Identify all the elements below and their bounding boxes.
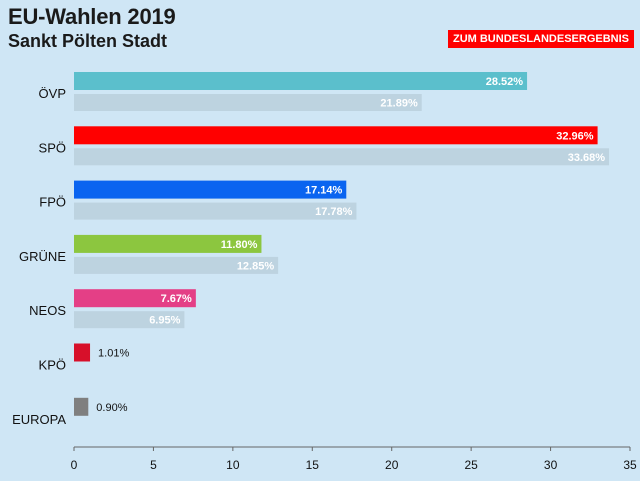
category-label: FPÖ <box>39 195 66 210</box>
bar-previous-label: 17.78% <box>315 206 353 218</box>
chart-title: EU-Wahlen 2019 <box>8 4 176 29</box>
bar-previous-label: 12.85% <box>237 260 275 272</box>
bar-current <box>74 180 347 199</box>
category-label: NEOS <box>29 303 66 318</box>
category-label: EUROPA <box>12 412 66 427</box>
bar-previous <box>74 148 610 166</box>
bar-current <box>74 234 262 253</box>
x-tick-label: 0 <box>71 458 78 472</box>
x-tick-label: 25 <box>464 458 478 472</box>
bar-current-label: 11.80% <box>221 239 258 251</box>
bar-previous-label: 6.95% <box>149 315 180 327</box>
x-tick-label: 30 <box>544 458 558 472</box>
bar-current-label: 32.96% <box>556 130 594 142</box>
bar-previous <box>74 256 279 274</box>
bar-previous <box>74 311 185 329</box>
category-label: KPÖ <box>39 358 66 373</box>
x-tick-label: 15 <box>306 458 320 472</box>
bar-previous-label: 33.68% <box>568 152 606 164</box>
bar-current-label: 7.67% <box>161 293 192 305</box>
bar-current <box>74 126 598 145</box>
category-label: ÖVP <box>39 86 66 101</box>
bar-previous <box>74 94 422 111</box>
bar-previous <box>74 202 357 220</box>
x-tick-label: 35 <box>623 458 637 472</box>
x-tick-label: 10 <box>226 458 240 472</box>
bar-current <box>74 397 89 416</box>
bar-current <box>74 72 528 90</box>
category-label: GRÜNE <box>19 249 66 264</box>
bar-current-label: 17.14% <box>305 185 343 197</box>
x-tick-label: 5 <box>150 458 157 472</box>
bar-current-label: 28.52% <box>486 76 524 88</box>
category-label: SPÖ <box>39 140 66 155</box>
bar-current-label: 0.90% <box>96 402 127 414</box>
bar-current <box>74 343 91 362</box>
chart-subtitle: Sankt Pölten Stadt <box>8 31 168 51</box>
bar-current <box>74 289 196 308</box>
x-tick-label: 20 <box>385 458 399 472</box>
bar-current-label: 1.01% <box>98 348 129 360</box>
state-result-button[interactable]: ZUM BUNDESLANDESERGEBNIS <box>447 30 634 48</box>
bar-previous-label: 21.89% <box>380 98 418 110</box>
